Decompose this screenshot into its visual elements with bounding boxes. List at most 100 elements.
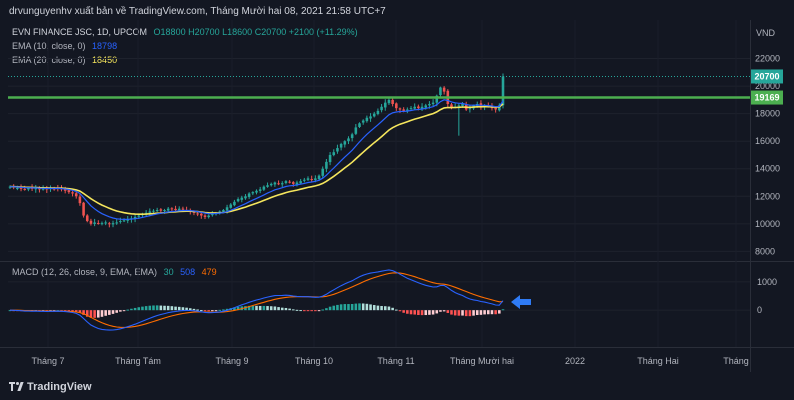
candle-body: [82, 202, 85, 216]
macd-histogram-bar: [387, 306, 391, 311]
arrow-left-icon: [511, 295, 531, 309]
candle-body: [104, 222, 107, 224]
macd-histogram-bar: [310, 310, 313, 312]
candle-body: [19, 187, 23, 189]
candle-body: [450, 104, 453, 109]
macd-histogram-bar: [395, 309, 398, 311]
candle-body: [222, 210, 225, 212]
candle-body: [174, 208, 177, 211]
candle-body: [332, 152, 336, 156]
candle-body: [417, 106, 420, 109]
candle-body: [155, 210, 159, 212]
macd-histogram-bar: [89, 310, 93, 318]
macd-histogram-bar: [269, 306, 273, 311]
macd-histogram-bar: [292, 309, 295, 311]
tradingview-logo-icon: [9, 382, 24, 391]
macd-histogram-bar: [431, 310, 435, 315]
ema10-legend[interactable]: EMA (10, close, 0) 18798: [12, 41, 117, 51]
candle-body: [336, 148, 339, 152]
y-tick-label: 16000: [755, 136, 780, 146]
macd-histogram-bar: [420, 310, 424, 316]
ema20-value: 18450: [92, 55, 118, 65]
macd-histogram-bar: [218, 309, 221, 311]
x-tick-label: Tháng: [723, 356, 749, 366]
tradingview-logo[interactable]: TradingView: [9, 381, 92, 393]
ema10-value: 18798: [92, 41, 118, 51]
symbol-name[interactable]: EVN FINANCE JSC, 1D, UPCOM: [12, 27, 148, 37]
candle-body: [391, 99, 394, 105]
macd-histogram-bar: [155, 305, 159, 311]
candle-body: [207, 215, 210, 218]
candle-body: [303, 179, 306, 181]
macd-hist-value: 30: [163, 267, 174, 277]
macd-legend[interactable]: MACD (12, 26, close, 9, EMA, EMA) 30 508…: [12, 267, 217, 277]
candle-body: [498, 105, 501, 111]
price-chart[interactable]: 800010000120001400016000180002000022000V…: [0, 0, 794, 375]
candle-body: [439, 87, 442, 96]
candle-body: [295, 182, 299, 185]
candle-body: [369, 116, 372, 119]
currency-label: VND: [756, 28, 776, 38]
candle-body: [361, 120, 365, 123]
candle-body: [251, 192, 255, 194]
candle-body: [376, 110, 380, 115]
candle-body: [339, 143, 343, 148]
macd-histogram-bar: [148, 305, 152, 311]
macd-histogram-bar: [130, 308, 133, 311]
macd-histogram-bar: [439, 310, 442, 312]
candle-body: [424, 105, 428, 108]
macd-histogram-bar: [494, 310, 497, 315]
candle-body: [284, 181, 288, 184]
candle-body: [299, 181, 302, 184]
candle-body: [310, 179, 313, 181]
macd-histogram-bar: [479, 310, 483, 315]
macd-histogram-bar: [203, 310, 207, 312]
macd-histogram-bar: [192, 308, 196, 311]
y-tick-label: 14000: [755, 164, 780, 174]
candle-body: [133, 216, 137, 219]
macd-histogram-bar: [332, 305, 336, 311]
macd-histogram-bar: [273, 306, 277, 311]
macd-histogram-bar: [174, 306, 177, 311]
candle-body: [273, 182, 277, 185]
candle-body: [442, 87, 446, 92]
macd-histogram-bar: [354, 303, 358, 311]
candle-body: [406, 109, 409, 111]
candle-body: [85, 215, 89, 222]
candle-body: [166, 208, 170, 211]
macd-histogram-bar: [498, 310, 501, 314]
tradingview-logo-text: TradingView: [27, 381, 92, 393]
candle-body: [63, 189, 67, 191]
macd-histogram-bar: [185, 307, 188, 311]
candle-body: [435, 95, 439, 103]
macd-histogram-bar: [442, 310, 446, 312]
macd-histogram-bar: [372, 305, 376, 311]
macd-histogram-bar: [63, 310, 67, 312]
macd-histogram-bar: [417, 310, 420, 315]
candle-body: [413, 106, 416, 109]
ohlc-high: H20700: [188, 27, 220, 37]
ema10-label: EMA (10, close, 0): [12, 41, 86, 51]
macd-histogram-bar: [299, 310, 302, 312]
candle-body: [501, 76, 505, 106]
macd-histogram-bar: [141, 306, 144, 311]
candle-body: [314, 178, 317, 181]
candle-body: [244, 196, 247, 199]
macd-histogram-bar: [170, 306, 174, 311]
ema20-legend[interactable]: EMA (20, close, 0) 18450: [12, 55, 117, 65]
candle-body: [380, 106, 383, 111]
macd-histogram-bar: [137, 307, 141, 311]
candle-body: [200, 213, 203, 216]
candle-body: [233, 201, 236, 206]
candle-body: [402, 109, 405, 111]
macd-histogram-bar: [321, 309, 325, 311]
candle-body: [229, 204, 233, 208]
macd-histogram-bar: [409, 310, 413, 315]
candle-body: [277, 183, 280, 185]
candle-body: [398, 108, 402, 110]
macd-histogram-bar: [343, 304, 347, 311]
macd-histogram-bar: [325, 308, 328, 311]
macd-histogram-bar: [398, 310, 402, 312]
candle-body: [383, 102, 387, 108]
macd-histogram-bar: [177, 306, 181, 311]
